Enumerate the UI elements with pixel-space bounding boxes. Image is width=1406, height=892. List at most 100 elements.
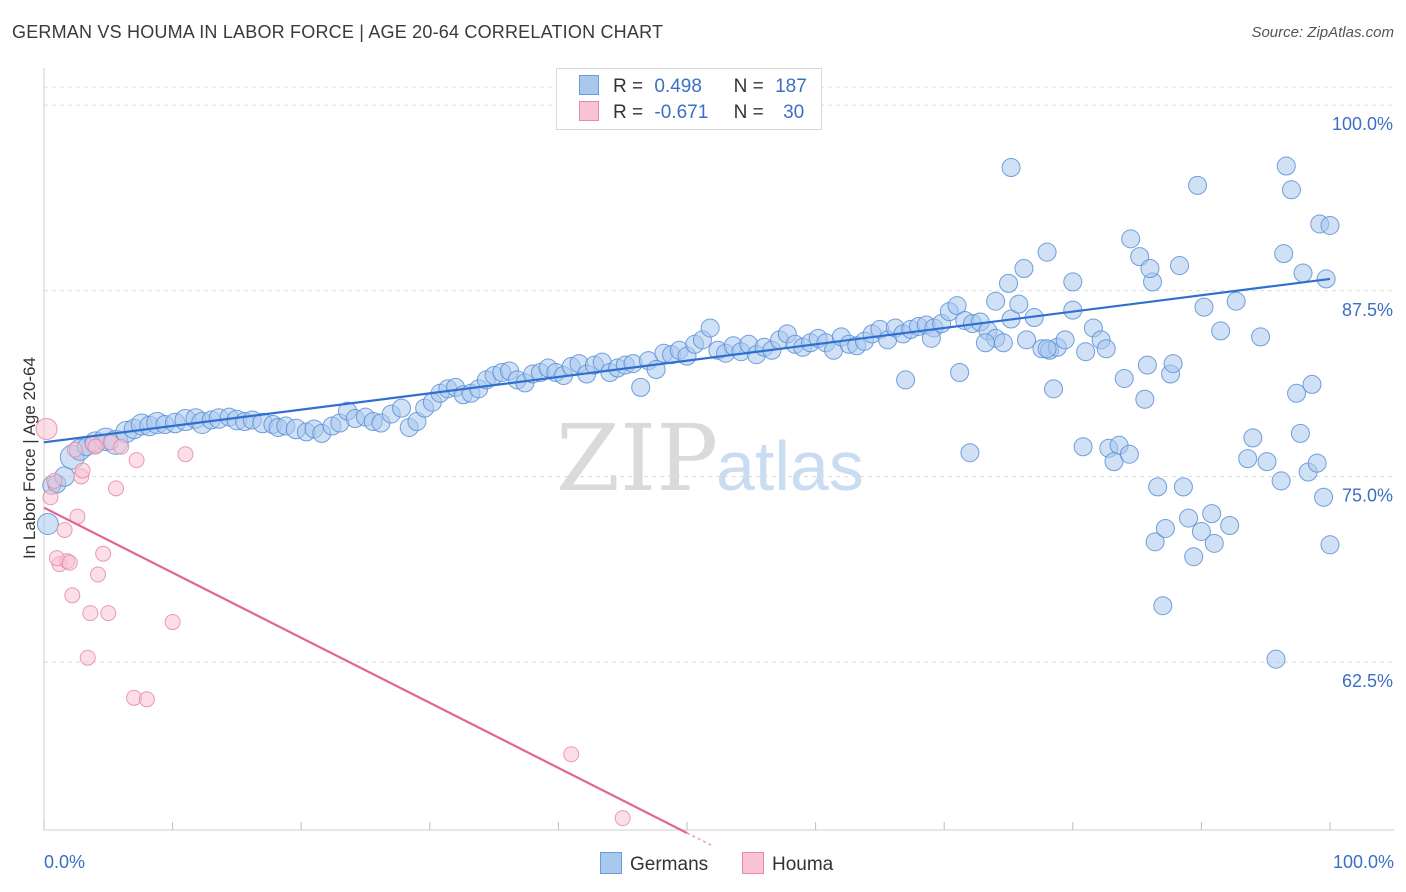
point-germans bbox=[1266, 649, 1286, 669]
point-germans bbox=[1063, 272, 1083, 292]
point-germans bbox=[1121, 229, 1141, 249]
point-houma bbox=[95, 545, 112, 562]
point-germans bbox=[1211, 321, 1231, 341]
point-germans bbox=[950, 363, 970, 383]
trendline-germans bbox=[43, 277, 1331, 444]
point-germans bbox=[1302, 374, 1322, 394]
legend-row-houma: R = -0.671 N = 30 bbox=[579, 101, 804, 127]
y-tick-label: 62.5% bbox=[1342, 671, 1393, 691]
point-houma bbox=[56, 521, 73, 538]
point-germans bbox=[1293, 263, 1313, 283]
point-germans bbox=[1163, 354, 1183, 374]
legend-n-value: 30 bbox=[783, 102, 805, 123]
point-houma bbox=[563, 746, 580, 763]
point-houma bbox=[79, 649, 96, 666]
point-germans bbox=[1184, 547, 1204, 567]
y-tick-label: 75.0% bbox=[1342, 485, 1393, 505]
point-houma bbox=[42, 489, 59, 506]
legend-r-value: -0.671 bbox=[654, 102, 709, 123]
point-germans bbox=[1037, 242, 1057, 262]
point-houma bbox=[46, 472, 63, 489]
chart-title: GERMAN VS HOUMA IN LABOR FORCE | AGE 20-… bbox=[12, 22, 664, 42]
point-germans bbox=[1204, 533, 1224, 553]
series-legend-label: Germans bbox=[630, 854, 709, 875]
source-label: Source: ZipAtlas.com bbox=[1251, 24, 1394, 41]
point-houma bbox=[113, 438, 130, 455]
point-germans bbox=[631, 377, 651, 397]
series-swatch-germans bbox=[600, 852, 622, 874]
point-germans bbox=[1179, 508, 1199, 528]
point-germans bbox=[1096, 339, 1116, 359]
point-germans bbox=[1170, 256, 1190, 276]
point-germans bbox=[1257, 452, 1277, 472]
point-germans bbox=[1220, 515, 1240, 535]
legend-swatch-germans bbox=[579, 75, 599, 95]
point-houma bbox=[614, 810, 631, 827]
point-germans bbox=[1238, 449, 1258, 469]
point-houma bbox=[87, 438, 104, 455]
x-tick-label-min: 0.0% bbox=[44, 852, 86, 872]
y-axis-label: In Labor Force | Age 20-64 bbox=[20, 357, 39, 559]
point-germans bbox=[921, 328, 941, 348]
x-tick-label-max: 100.0% bbox=[1332, 852, 1394, 872]
point-houma bbox=[64, 587, 81, 604]
point-germans bbox=[700, 318, 720, 338]
point-germans bbox=[999, 273, 1018, 293]
point-houma bbox=[164, 614, 181, 631]
point-germans bbox=[1191, 521, 1211, 541]
point-germans bbox=[1135, 389, 1155, 409]
legend-r-value: 0.498 bbox=[654, 76, 702, 97]
y-tick-label: 100.0% bbox=[1332, 114, 1393, 134]
point-houma bbox=[128, 452, 145, 469]
trendline-houma bbox=[43, 506, 688, 834]
point-germans bbox=[1104, 452, 1124, 472]
point-germans bbox=[975, 333, 995, 353]
point-germans bbox=[1202, 504, 1222, 524]
trendline-houma-extension bbox=[686, 832, 714, 847]
series-legend-germans[interactable]: Germans bbox=[600, 852, 708, 876]
legend-n-label: N = bbox=[733, 102, 764, 123]
series-legend-houma[interactable]: Houma bbox=[742, 852, 833, 876]
point-houma bbox=[177, 446, 194, 463]
point-houma bbox=[66, 441, 83, 458]
point-houma bbox=[82, 605, 99, 622]
point-germans bbox=[1274, 244, 1294, 264]
point-houma bbox=[100, 605, 117, 622]
point-germans bbox=[1145, 532, 1165, 552]
y-tick-label: 87.5% bbox=[1342, 300, 1393, 320]
point-germans bbox=[1290, 423, 1310, 443]
point-germans bbox=[947, 296, 967, 316]
point-germans bbox=[36, 513, 59, 536]
point-germans bbox=[960, 443, 980, 463]
point-germans bbox=[1307, 453, 1327, 473]
point-germans bbox=[1137, 355, 1157, 375]
point-germans bbox=[1037, 339, 1057, 359]
legend-n-value: 187 bbox=[775, 76, 807, 97]
point-germans bbox=[1320, 215, 1340, 235]
point-houma bbox=[35, 417, 58, 440]
stats-legend: R = 0.498 N = 187 R = -0.671 N = 30 bbox=[556, 68, 822, 130]
point-germans bbox=[1119, 444, 1139, 464]
point-germans bbox=[986, 291, 1006, 311]
point-germans bbox=[1271, 471, 1291, 491]
legend-swatch-houma bbox=[579, 101, 599, 121]
point-germans bbox=[1014, 259, 1034, 279]
point-germans bbox=[1076, 342, 1096, 362]
point-germans bbox=[1251, 327, 1271, 347]
point-germans bbox=[1320, 535, 1340, 555]
series-swatch-houma bbox=[742, 852, 764, 874]
point-germans bbox=[1055, 330, 1075, 350]
point-germans bbox=[1001, 158, 1021, 178]
point-germans bbox=[1173, 477, 1193, 497]
watermark-zip: ZIP bbox=[556, 405, 718, 512]
watermark-atlas: atlas bbox=[716, 427, 864, 505]
point-germans bbox=[1114, 368, 1134, 388]
series-legend-label: Houma bbox=[772, 854, 834, 875]
point-germans bbox=[1276, 156, 1296, 176]
point-houma bbox=[138, 691, 155, 708]
point-germans bbox=[1314, 487, 1334, 507]
legend-r-label: R = bbox=[613, 102, 644, 123]
point-germans bbox=[623, 354, 643, 374]
point-germans bbox=[993, 333, 1013, 353]
